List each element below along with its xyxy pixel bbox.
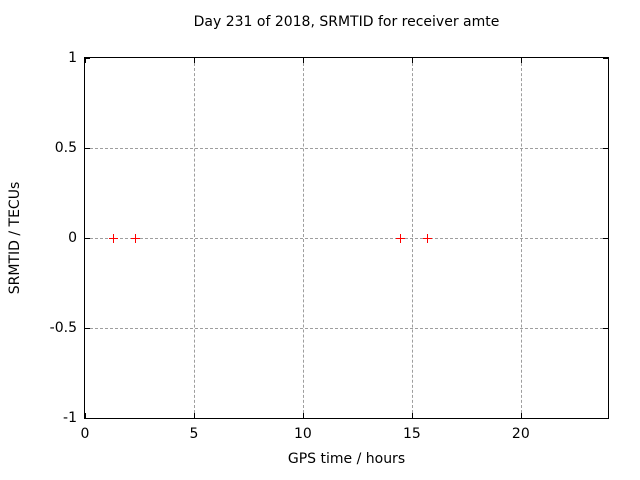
y-tick-mark <box>85 148 90 149</box>
y-gridline <box>85 238 608 239</box>
x-tick-label: 20 <box>511 426 530 442</box>
y-tick-label: 0 <box>68 230 77 246</box>
x-tick-label: 15 <box>402 426 421 442</box>
x-tick-label: 10 <box>293 426 312 442</box>
y-tick-mark-mirror <box>603 418 608 419</box>
x-tick-label: 0 <box>80 426 90 442</box>
y-axis-label: SRMTID / TECUs <box>7 181 23 295</box>
x-tick-mark <box>302 413 304 418</box>
x-tick-mark <box>520 413 522 418</box>
y-tick-label: -1 <box>63 410 77 426</box>
x-tick-mark <box>193 413 195 418</box>
y-tick-label: 0.5 <box>54 140 77 156</box>
x-tick-mark <box>85 413 86 418</box>
x-tick-label: 5 <box>189 426 199 442</box>
y-gridline <box>85 148 608 149</box>
x-tick-mark-mirror <box>302 58 304 63</box>
x-tick-mark <box>411 413 413 418</box>
data-point-marker <box>396 233 406 243</box>
plot-area: 0 5 10 15 20 1 0.5 0 -0.5 -1 <box>50 50 609 442</box>
y-tick-mark <box>85 418 90 419</box>
chart-title: Day 231 of 2018, SRMTID for receiver amt… <box>193 14 500 30</box>
y-tick-mark-mirror <box>603 58 608 59</box>
y-tick-mark-mirror <box>603 148 608 149</box>
x-tick-mark-mirror <box>411 58 413 63</box>
y-tick-mark-mirror <box>603 328 608 329</box>
y-tick-mark-mirror <box>603 238 608 239</box>
y-tick-label: 1 <box>68 50 77 66</box>
x-tick-mark-mirror <box>85 58 86 63</box>
y-tick-mark <box>85 328 90 329</box>
y-gridline <box>85 328 608 329</box>
data-point-marker <box>130 233 140 243</box>
x-tick-mark-mirror <box>520 58 522 63</box>
data-point-marker <box>108 233 118 243</box>
x-axis-label: GPS time / hours <box>287 451 406 467</box>
y-tick-label: -0.5 <box>49 320 77 336</box>
y-tick-mark <box>85 58 90 59</box>
x-tick-mark-mirror <box>193 58 195 63</box>
data-point-marker <box>422 233 432 243</box>
y-tick-mark <box>85 238 90 239</box>
